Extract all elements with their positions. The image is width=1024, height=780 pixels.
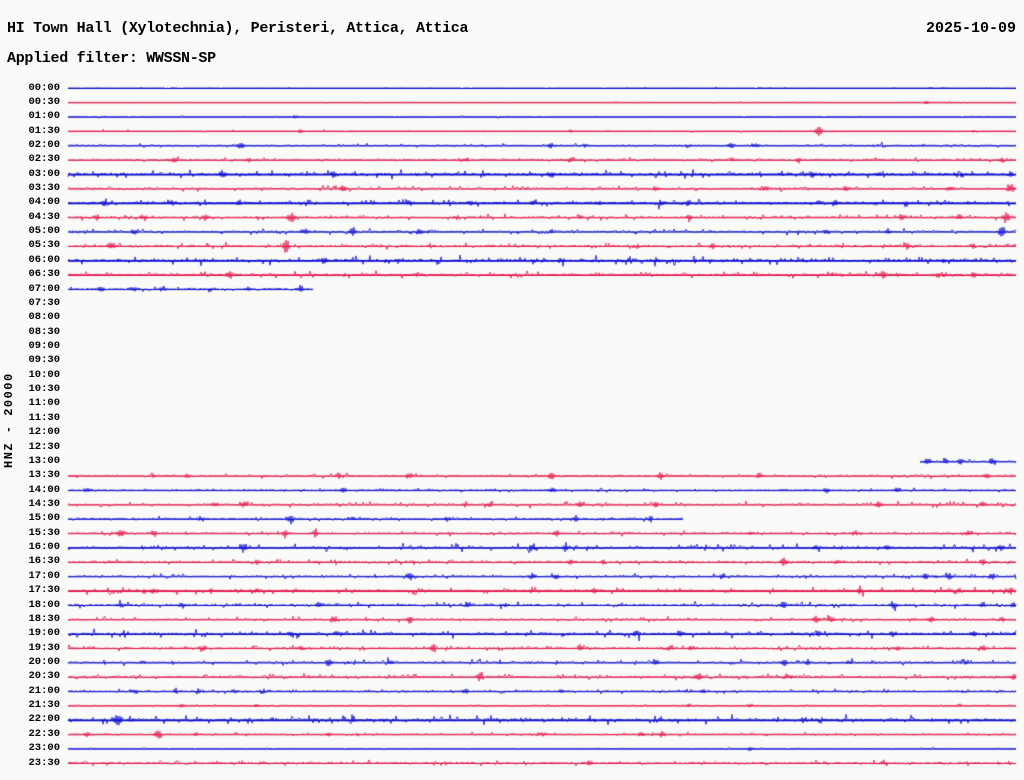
time-label: 20:00 [28, 655, 60, 668]
time-label: 18:00 [28, 598, 60, 611]
time-label: 00:30 [28, 95, 60, 108]
time-label: 23:30 [28, 756, 60, 769]
time-label: 15:00 [28, 512, 60, 525]
time-label: 01:30 [28, 124, 60, 137]
time-label: 08:00 [28, 311, 60, 324]
time-label: 20:30 [28, 670, 60, 683]
time-label: 16:00 [28, 541, 60, 554]
time-label: 18:30 [28, 612, 60, 625]
time-label: 15:30 [28, 526, 60, 539]
time-label: 10:30 [28, 383, 60, 396]
time-label: 23:00 [28, 742, 60, 755]
time-label: 05:00 [28, 225, 60, 238]
time-label: 02:00 [28, 138, 60, 151]
time-label: 14:00 [28, 483, 60, 496]
time-label: 22:00 [28, 713, 60, 726]
time-label: 13:00 [28, 454, 60, 467]
time-label: 16:30 [28, 555, 60, 568]
time-label: 22:30 [28, 727, 60, 740]
time-label: 21:00 [28, 684, 60, 697]
time-label: 02:30 [28, 153, 60, 166]
time-label: 09:30 [28, 354, 60, 367]
time-label: 01:00 [28, 110, 60, 123]
time-label: 05:30 [28, 239, 60, 252]
time-label: 11:30 [28, 411, 60, 424]
time-label: 19:00 [28, 627, 60, 640]
time-label: 11:00 [28, 397, 60, 410]
time-label: 07:30 [28, 296, 60, 309]
time-label: 13:30 [28, 469, 60, 482]
time-label: 12:30 [28, 440, 60, 453]
time-label: 09:00 [28, 340, 60, 352]
time-label: 00:00 [28, 81, 60, 94]
time-label: 06:30 [28, 268, 60, 281]
time-label: 17:30 [28, 584, 60, 597]
time-label: 08:30 [28, 325, 60, 338]
time-label: 21:30 [28, 699, 60, 712]
time-labels-column: 00:00 00:30 01:00 01:30 02:00 02:30 03:00 03:30… [0, 0, 60, 780]
time-label: 04:30 [28, 210, 60, 223]
date-label: 2025-10-09 [925, 20, 1016, 37]
time-label: 06:00 [28, 253, 60, 266]
time-label: 03:00 [28, 167, 60, 180]
time-label: 07:00 [28, 282, 60, 295]
time-label: 10:00 [28, 368, 60, 381]
time-label: 03:30 [28, 182, 60, 195]
time-label: 04:00 [28, 196, 60, 209]
time-label: 19:30 [28, 641, 60, 654]
time-label: 14:30 [28, 497, 60, 510]
applied-filter-label: Applied filter: WWSSN-SP [7, 50, 216, 67]
time-label: 12:00 [28, 426, 60, 439]
station-title: HI Town Hall (Xylotechnia), Peristeri, A… [7, 20, 469, 37]
time-label: 17:00 [28, 569, 60, 582]
